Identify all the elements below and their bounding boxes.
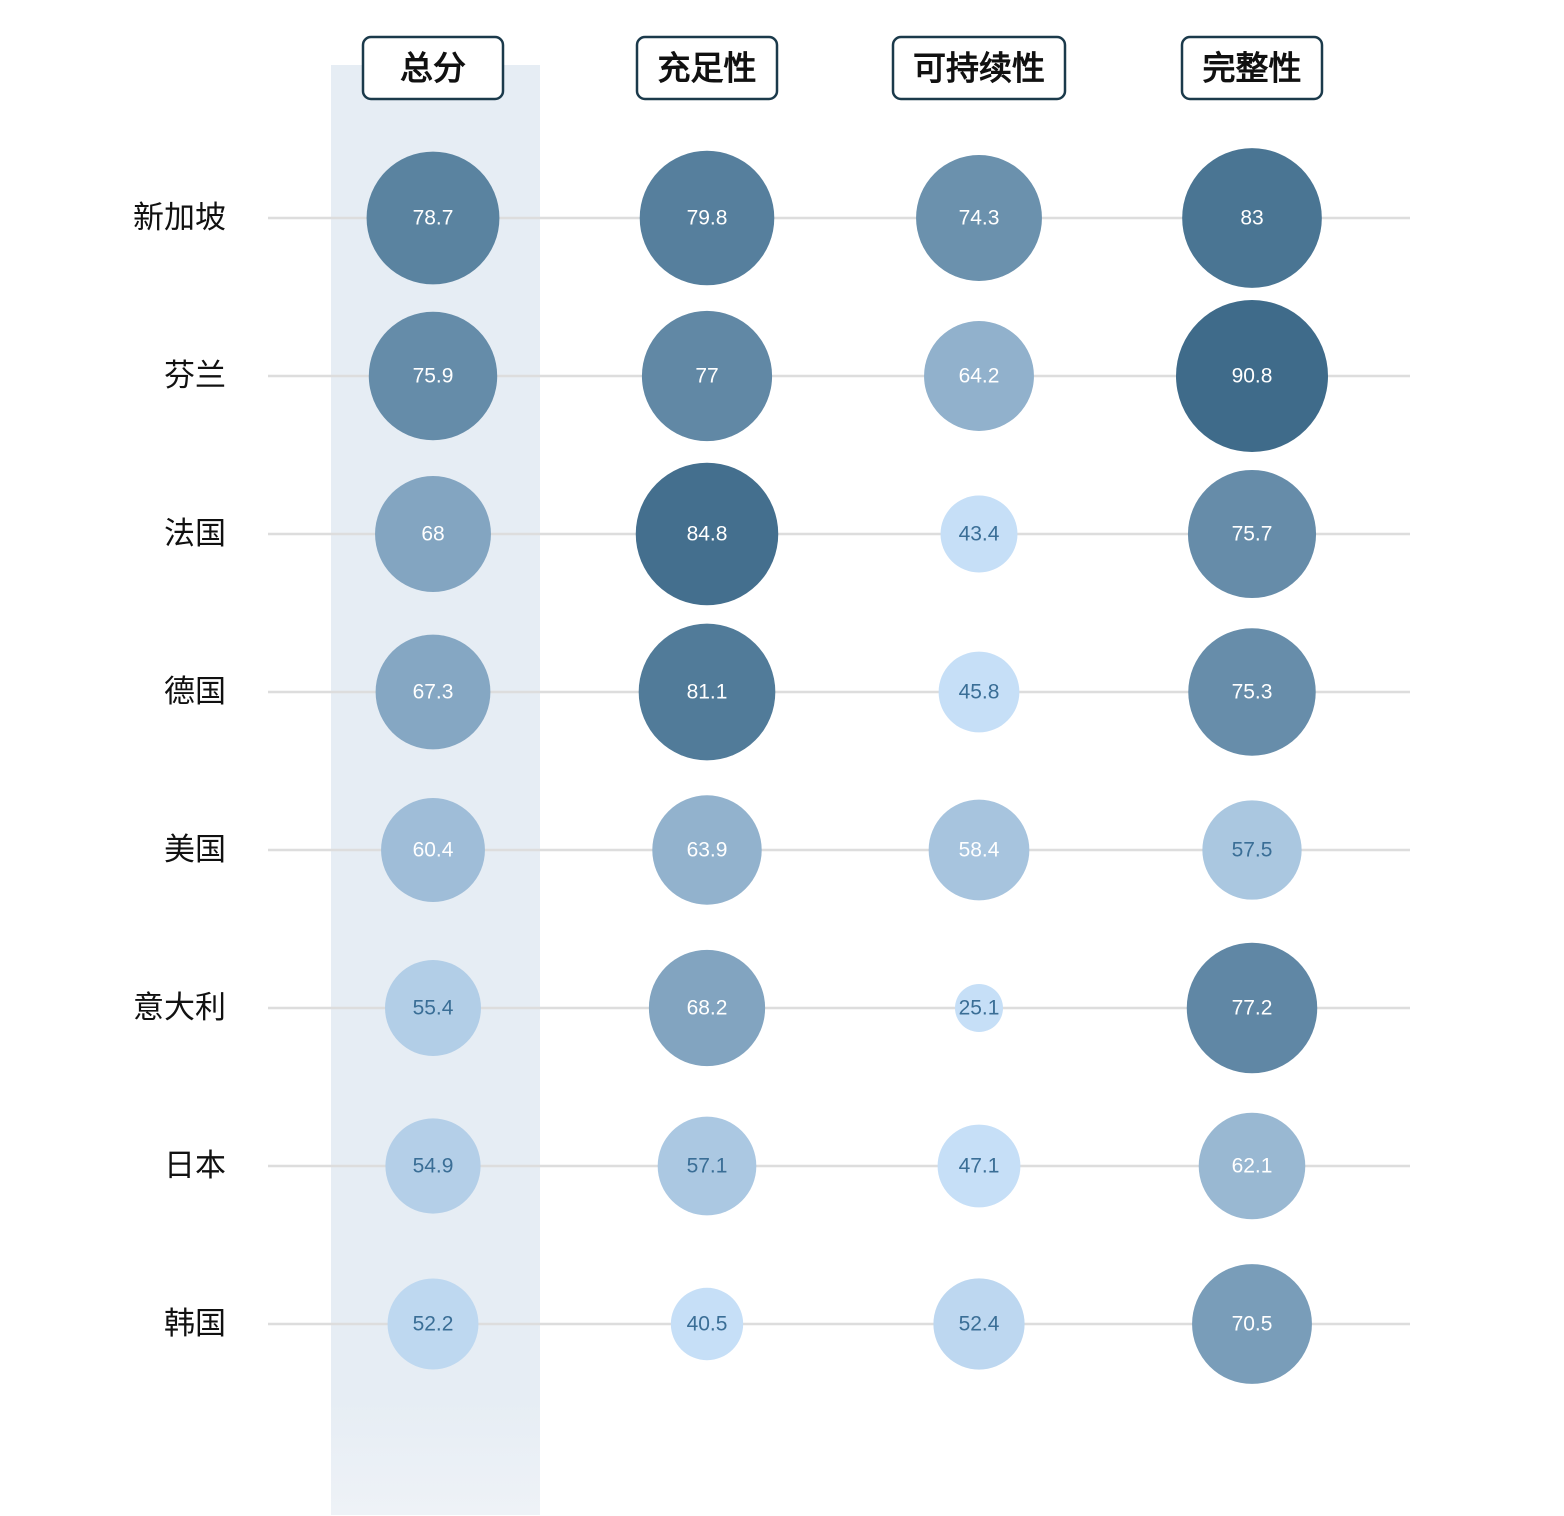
value-label: 75.7: [1232, 523, 1273, 546]
value-label: 45.8: [959, 681, 1000, 704]
bubble: [933, 1278, 1025, 1370]
row-label: 德国: [164, 674, 226, 710]
bubble: [1192, 1264, 1312, 1384]
bubble: [937, 1124, 1021, 1208]
column-header-box: [361, 35, 505, 101]
bubble: [940, 495, 1018, 573]
bubble: [1186, 942, 1318, 1074]
column-header-box: [1180, 35, 1324, 101]
value-label: 83: [1240, 207, 1263, 230]
bubble: [1188, 628, 1316, 756]
value-label: 74.3: [959, 207, 1000, 230]
value-label: 77: [695, 365, 718, 388]
value-label: 52.2: [413, 1313, 454, 1336]
value-label: 64.2: [959, 365, 1000, 388]
bubble: [375, 634, 491, 750]
column-header-label: 充足性: [658, 49, 757, 88]
value-label: 60.4: [413, 839, 454, 862]
bubble: [366, 151, 500, 285]
bubble: [638, 623, 776, 761]
bubble: [916, 155, 1042, 281]
value-label: 47.1: [959, 1155, 1000, 1178]
column-header-label: 完整性: [1203, 49, 1302, 88]
value-label: 62.1: [1232, 1155, 1273, 1178]
bubble: [375, 476, 491, 592]
bubble: [639, 150, 775, 286]
value-label: 67.3: [413, 681, 454, 704]
value-label: 84.8: [687, 523, 728, 546]
column-header-label: 总分: [400, 49, 466, 88]
bubble: [381, 798, 485, 902]
value-label: 63.9: [687, 839, 728, 862]
bubble: [924, 321, 1034, 431]
row-label: 韩国: [164, 1306, 226, 1342]
bubble: [385, 1118, 481, 1214]
value-label: 78.7: [413, 207, 454, 230]
column-header-label: 可持续性: [913, 49, 1045, 88]
value-label: 75.3: [1232, 681, 1273, 704]
value-label: 70.5: [1232, 1313, 1273, 1336]
value-label: 57.1: [687, 1155, 728, 1178]
value-label: 54.9: [413, 1155, 454, 1178]
row-label: 芬兰: [164, 358, 226, 394]
value-label: 57.5: [1232, 839, 1273, 862]
value-label: 40.5: [687, 1313, 728, 1336]
value-label: 90.8: [1232, 365, 1273, 388]
value-label: 79.8: [687, 207, 728, 230]
bubble: [1198, 1112, 1306, 1220]
row-label: 法国: [164, 516, 226, 552]
bubble: [657, 1116, 757, 1216]
bubble: [1176, 300, 1328, 452]
row-label: 日本: [164, 1148, 226, 1184]
bubble: [368, 311, 498, 441]
column-header-box: [635, 35, 779, 101]
value-label: 58.4: [959, 839, 1000, 862]
highlight-column-band: [331, 65, 540, 1515]
row-label: 美国: [164, 832, 226, 868]
bubble: [1187, 469, 1317, 599]
value-label: 75.9: [413, 365, 454, 388]
value-label: 43.4: [959, 523, 1000, 546]
bubbles: 78.7 79.8 74.3 83 75.9 77 64.2 90.8 68 84.8 43.4 75…: [366, 148, 1328, 1384]
value-label: 68.2: [687, 997, 728, 1020]
bubble: [635, 462, 779, 606]
bubble: [1202, 800, 1302, 900]
column-header-box: [891, 35, 1067, 101]
bubble: [1182, 148, 1322, 288]
value-label: 52.4: [959, 1313, 1000, 1336]
value-label: 81.1: [687, 681, 728, 704]
column-headers: 总分 充足性 可持续性 完整性: [361, 35, 1324, 101]
value-label: 77.2: [1232, 997, 1273, 1020]
bubble: [641, 310, 773, 442]
row-label: 新加坡: [133, 200, 226, 236]
bubble: [648, 949, 766, 1067]
bubble: [652, 795, 762, 905]
row-label: 意大利: [133, 990, 226, 1026]
bubble: [938, 651, 1020, 733]
bubble: [385, 960, 481, 1056]
bubble: [928, 799, 1030, 901]
bubble: [670, 1287, 744, 1361]
value-label: 25.1: [959, 997, 1000, 1020]
value-label: 55.4: [413, 997, 454, 1020]
bubble: [387, 1278, 479, 1370]
bubble: [955, 984, 1003, 1032]
value-label: 68: [421, 523, 444, 546]
